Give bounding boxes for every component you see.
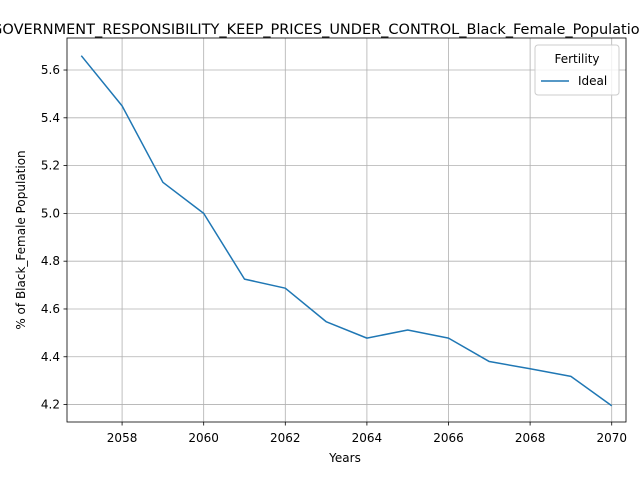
y-tick-label: 5.2 [41,159,60,173]
y-tick-label: 4.8 [41,254,60,268]
x-tick-label: 2068 [515,431,546,445]
y-tick-label: 4.2 [41,398,60,412]
legend-box [534,44,620,96]
y-axis-ticks: 4.2 4.4 4.6 4.8 5.0 5.2 5.4 5.6 [41,63,67,412]
plot-frame [66,37,627,423]
legend: Fertility Ideal [534,44,620,96]
chart-title: GOVERNMENT_RESPONSIBILITY_KEEP_PRICES_UN… [0,22,640,38]
y-tick-label: 5.0 [41,206,60,220]
y-tick-label: 4.4 [41,350,60,364]
legend-label-ideal: Ideal [578,74,607,88]
y-tick-label: 5.6 [41,63,60,77]
x-tick-label: 2070 [596,431,627,445]
x-tick-label: 2058 [107,431,138,445]
x-tick-label: 2066 [433,431,464,445]
x-tick-label: 2064 [352,431,383,445]
grid-lines [67,38,626,422]
y-tick-label: 5.4 [41,111,60,125]
x-axis-label: Years [328,451,361,465]
x-axis-ticks: 2058 2060 2062 2064 2066 2068 2070 [107,422,627,445]
series-layer [80,55,613,407]
y-axis-label: % of Black_Female Population [14,150,28,329]
legend-title: Fertility [554,52,599,66]
x-tick-label: 2060 [188,431,219,445]
series-line-ideal [80,55,613,407]
y-tick-label: 4.6 [41,302,60,316]
x-tick-label: 2062 [270,431,301,445]
